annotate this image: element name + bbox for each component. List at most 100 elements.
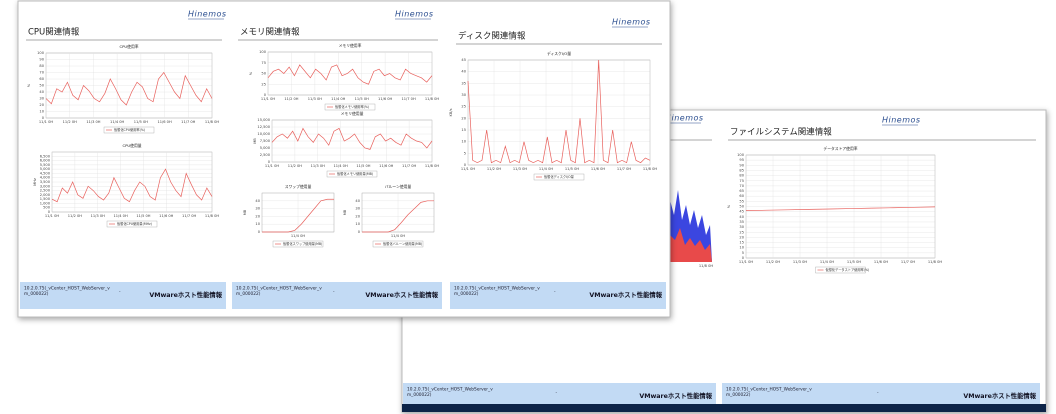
logo: Hinemos bbox=[188, 10, 227, 19]
x-tick-label: 11/8 0H bbox=[425, 164, 439, 168]
footer-dash: - bbox=[554, 290, 556, 295]
x-tick-label: 11/8 0H bbox=[928, 260, 942, 264]
x-tick-label: 11/3 0H bbox=[513, 167, 527, 171]
x-tick-label: 11/4 0H bbox=[110, 120, 124, 124]
x-tick-label: 11/3 0H bbox=[308, 97, 322, 101]
x-tick-label: 11/6 0H bbox=[157, 120, 171, 124]
y-tick-label: 80 bbox=[739, 174, 744, 178]
x-tick-label: 11/6 0H bbox=[159, 214, 173, 218]
x-tick-label: 11/4 0H bbox=[331, 97, 345, 101]
data-line bbox=[271, 127, 433, 150]
y-tick-label: 100 bbox=[737, 153, 745, 157]
y-tick-label: 30 bbox=[739, 225, 744, 229]
y-tick-label: 100 bbox=[259, 50, 267, 54]
host-name: 10.2.0.75(_vCenter_HOST_WebServer_v bbox=[726, 387, 812, 393]
y-tick-label: 0 bbox=[42, 116, 45, 120]
y-tick-label: 15,000 bbox=[257, 118, 270, 122]
y-tick-label: 0 bbox=[742, 256, 745, 260]
x-tick-label: 11/4 0H bbox=[820, 260, 834, 264]
legend-label: 仮想化CPU使用率(%) bbox=[114, 127, 145, 132]
y-tick-label: 0 bbox=[264, 93, 267, 97]
y-tick-label: 50 bbox=[39, 84, 44, 88]
y-tick-label: 60 bbox=[39, 77, 44, 81]
x-tick-label: 11/2 0H bbox=[284, 97, 298, 101]
footer-dash: - bbox=[333, 290, 335, 295]
y-tick-label: 5 bbox=[742, 251, 744, 255]
y-axis-label: MB bbox=[343, 209, 347, 215]
y-tick-label: 0 bbox=[258, 230, 261, 234]
y-tick-label: 6,500 bbox=[40, 154, 51, 158]
y-tick-label: 0 bbox=[464, 163, 467, 167]
legend-box bbox=[533, 173, 585, 181]
legend-label: 仮想化データストア使用率(%) bbox=[826, 267, 870, 272]
y-tick-label: 75 bbox=[739, 179, 744, 183]
y-tick-label: 6,000 bbox=[40, 159, 51, 163]
footer-band bbox=[722, 383, 1040, 404]
y-tick-label: 30 bbox=[39, 97, 44, 101]
x-tick-label: 11/4 0H bbox=[113, 214, 127, 218]
y-axis-label: % bbox=[27, 83, 31, 87]
y-tick-label: 55 bbox=[739, 199, 744, 203]
x-tick-label: 11/6 0H bbox=[379, 164, 393, 168]
y-tick-label: 70 bbox=[39, 71, 44, 75]
panel-title: ファイルシステム関連情報 bbox=[730, 127, 832, 138]
x-tick-label: 11/5 0H bbox=[136, 214, 150, 218]
y-axis-label: KB/s bbox=[449, 108, 453, 116]
x-tick-label: 11/7 0H bbox=[181, 120, 195, 124]
y-tick-label: 35 bbox=[739, 220, 744, 224]
y-tick-label: 10 bbox=[255, 222, 260, 226]
y-tick-label: 25 bbox=[461, 105, 466, 109]
y-tick-label: 1,000 bbox=[40, 201, 51, 205]
legend-box bbox=[372, 240, 424, 248]
host-name: 10.2.0.75(_vCenter_HOST_WebServer_v bbox=[454, 286, 540, 292]
y-tick-label: 10 bbox=[39, 110, 44, 114]
y-tick-label: 3,500 bbox=[40, 180, 51, 184]
y-tick-label: 45 bbox=[461, 58, 466, 62]
y-tick-label: 5,500 bbox=[40, 163, 51, 167]
y-tick-label: 80 bbox=[39, 64, 44, 68]
x-tick-label: 11/3 0H bbox=[793, 260, 807, 264]
y-tick-label: 4,000 bbox=[40, 176, 51, 180]
x-tick-label: 11/5 0H bbox=[356, 164, 370, 168]
footer-dash: - bbox=[556, 391, 558, 396]
y-tick-label: 30 bbox=[255, 207, 260, 211]
y-tick-label: 50 bbox=[261, 72, 266, 76]
x-tick-label: 11/4 0H bbox=[391, 234, 405, 238]
logo: Hinemos bbox=[395, 10, 434, 19]
x-tick-label: 11/2 0H bbox=[766, 260, 780, 264]
footer-title: VMwareホスト性能情報 bbox=[639, 391, 712, 400]
legend-box bbox=[326, 170, 378, 178]
y-tick-label: 25 bbox=[739, 230, 744, 234]
x-tick-label: 11/4 0H bbox=[333, 164, 347, 168]
x-tick-label: 11/7 0H bbox=[182, 214, 196, 218]
panel-title: ディスク関連情報 bbox=[458, 31, 526, 42]
x-tick-label: 11/7 0H bbox=[401, 97, 415, 101]
y-axis-label: % bbox=[249, 71, 253, 75]
y-tick-label: 100 bbox=[37, 51, 45, 55]
logo: Hinemos bbox=[612, 18, 651, 27]
y-tick-label: 90 bbox=[739, 163, 744, 167]
x-tick-label: 11/4 0H bbox=[291, 234, 305, 238]
footer-title: VMwareホスト性能情報 bbox=[589, 290, 662, 299]
x-tick-label: 11/1 0H bbox=[45, 214, 59, 218]
chart-title: メモリ使用率 bbox=[339, 43, 362, 48]
footer-dash: - bbox=[119, 290, 121, 295]
y-tick-label: 500 bbox=[43, 206, 51, 210]
y-tick-label: 7,500 bbox=[260, 139, 271, 143]
y-tick-label: 2,000 bbox=[40, 193, 51, 197]
y-axis-label: MB bbox=[243, 209, 247, 215]
y-tick-label: 5 bbox=[464, 151, 466, 155]
legend-box bbox=[272, 240, 324, 248]
y-tick-label: 1,500 bbox=[40, 197, 51, 201]
y-axis-label: MHz bbox=[33, 178, 37, 186]
footer-band bbox=[20, 282, 226, 309]
footer-dash: - bbox=[877, 391, 879, 396]
x-tick-label: 11/7 0H bbox=[901, 260, 915, 264]
y-tick-label: 20 bbox=[255, 214, 260, 218]
legend-box bbox=[815, 266, 866, 274]
y-tick-label: 0 bbox=[358, 230, 361, 234]
y-tick-label: 20 bbox=[355, 214, 360, 218]
y-tick-label: 15 bbox=[739, 241, 744, 245]
x-tick-label: 11/7 0H bbox=[617, 167, 631, 171]
